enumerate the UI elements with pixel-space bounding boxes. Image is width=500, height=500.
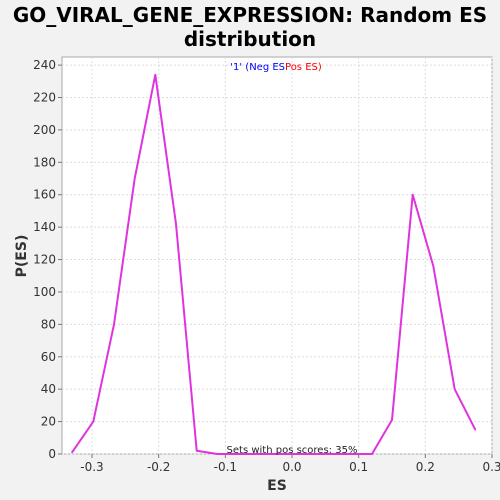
data-point bbox=[92, 420, 95, 423]
x-tick-label: -0.2 bbox=[147, 460, 170, 474]
data-point bbox=[237, 453, 239, 455]
axes: 0 20 40 60 80 100 120 140 160 180 200 220 240 -0.3 -0.… bbox=[33, 58, 500, 474]
y-tick-label: 180 bbox=[33, 155, 56, 169]
x-tick-label: -0.1 bbox=[214, 460, 237, 474]
x-tick-label: -0.3 bbox=[80, 460, 103, 474]
data-point bbox=[474, 428, 477, 431]
chart-title-line2: distribution bbox=[184, 27, 316, 51]
plot-area bbox=[61, 56, 493, 455]
data-point bbox=[133, 177, 136, 180]
data-point bbox=[453, 388, 456, 390]
y-tick-label: 100 bbox=[33, 285, 56, 299]
x-tick-label: 0.2 bbox=[416, 460, 435, 474]
data-point bbox=[113, 323, 115, 326]
data-point bbox=[432, 265, 435, 267]
x-tick-label: 0.3 bbox=[482, 460, 500, 474]
data-point bbox=[216, 453, 219, 455]
y-tick-label: 40 bbox=[41, 382, 56, 396]
data-point bbox=[391, 419, 393, 421]
y-tick-label: 240 bbox=[33, 58, 56, 72]
y-tick-label: 160 bbox=[33, 188, 56, 202]
data-point bbox=[411, 193, 414, 196]
y-tick-label: 140 bbox=[33, 220, 56, 234]
y-tick-label: 120 bbox=[33, 253, 56, 267]
y-tick-label: 200 bbox=[33, 123, 56, 137]
y-tick-label: 20 bbox=[41, 415, 56, 429]
pos-scores-annotation: Sets with pos scores: 35% bbox=[227, 445, 358, 456]
data-point bbox=[371, 453, 373, 455]
data-point bbox=[154, 74, 157, 76]
y-tick-label: 0 bbox=[48, 447, 56, 461]
y-axis-label: P(ES) bbox=[14, 235, 30, 278]
legend-pos-es: Pos ES) bbox=[285, 62, 322, 73]
data-point bbox=[175, 223, 177, 225]
legend-neg-es: Neg ES bbox=[249, 62, 285, 73]
legend-prefix: '1' ( bbox=[230, 62, 249, 73]
y-tick-label: 220 bbox=[33, 91, 56, 105]
data-point bbox=[71, 451, 73, 454]
data-point bbox=[195, 449, 198, 452]
x-tick-label: 0.1 bbox=[349, 460, 368, 474]
x-tick-label: 0.0 bbox=[282, 460, 301, 474]
legend: '1' (Neg ESPos ES) bbox=[230, 62, 322, 73]
x-axis-label: ES bbox=[267, 478, 287, 494]
chart-title-line1: GO_VIRAL_GENE_EXPRESSION: Random ES bbox=[13, 3, 487, 27]
y-tick-label: 80 bbox=[41, 317, 56, 331]
y-tick-label: 60 bbox=[41, 350, 56, 364]
series-layer bbox=[71, 73, 477, 455]
